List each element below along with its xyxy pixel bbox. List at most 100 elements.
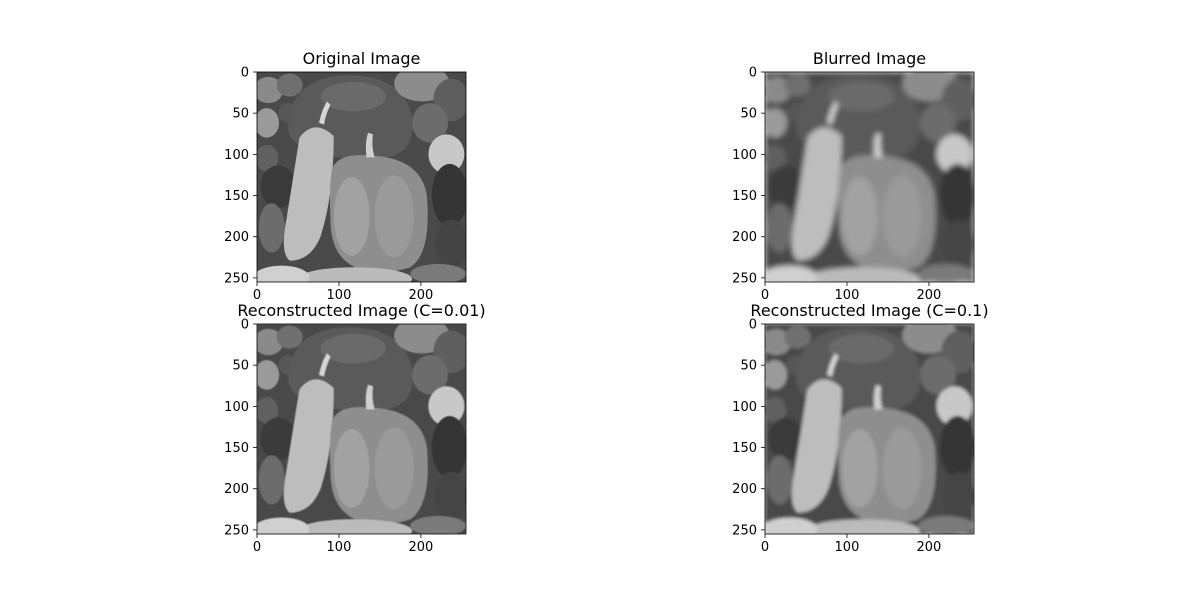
- scene-shape: [333, 177, 370, 256]
- x-tick-label: 0: [761, 288, 769, 303]
- scene-shape: [936, 134, 973, 174]
- y-tick-label: 250: [732, 271, 757, 286]
- scene-shape: [936, 386, 973, 426]
- scene-shape: [333, 429, 370, 508]
- scene-shape: [765, 145, 787, 172]
- scene-shape: [257, 265, 310, 282]
- scene-shape: [320, 333, 386, 364]
- y-tick-label: 50: [740, 359, 757, 374]
- y-tick-label: 200: [732, 482, 757, 497]
- scene-shape: [765, 265, 818, 282]
- scene-shape: [257, 397, 279, 424]
- x-tick-label: 200: [409, 288, 434, 303]
- scene-shape: [791, 127, 842, 261]
- scene-shape: [276, 325, 303, 349]
- scene-shape: [784, 73, 811, 97]
- scene-shape: [257, 108, 280, 138]
- scene-shape: [257, 328, 284, 356]
- y-tick-label: 250: [224, 271, 249, 286]
- scene-shape: [942, 219, 974, 269]
- scene-shape: [260, 165, 297, 209]
- y-tick-label: 250: [224, 523, 249, 538]
- image-panel-1: [257, 72, 466, 282]
- scene-shape: [257, 517, 310, 534]
- scene-shape: [765, 108, 788, 138]
- scene-shape: [365, 384, 375, 410]
- scene-shape: [283, 127, 334, 261]
- image-panel-4: [765, 324, 974, 534]
- x-tick-label: 100: [327, 288, 352, 303]
- scene-shape: [434, 471, 466, 521]
- scene-shape: [768, 165, 805, 209]
- axes-frame: [256, 323, 467, 535]
- y-tick-label: 50: [232, 107, 249, 122]
- scene-shape: [768, 417, 805, 461]
- panel-title: Blurred Image: [813, 49, 926, 68]
- scene-shape: [257, 76, 284, 104]
- panel-title: Reconstructed Image (C=0.1): [750, 301, 988, 320]
- scene-shape: [805, 519, 921, 534]
- scene-shape: [258, 455, 285, 505]
- scene-shape: [920, 355, 957, 395]
- y-tick-label: 0: [241, 318, 249, 333]
- scene-shape: [257, 360, 280, 390]
- scene-shape: [765, 76, 792, 104]
- scene-shape: [827, 101, 839, 125]
- scene-shape: [765, 328, 792, 356]
- scene-shape: [365, 132, 375, 158]
- panel-title: Original Image: [303, 49, 421, 68]
- scene-shape: [765, 517, 818, 534]
- scene-shape: [805, 267, 921, 282]
- scene-shape: [873, 132, 883, 158]
- y-tick-label: 0: [241, 66, 249, 81]
- scene-shape: [828, 333, 894, 364]
- scene-shape: [428, 134, 465, 174]
- image-panel-2: [765, 72, 974, 282]
- scene-shape: [434, 219, 466, 269]
- scene-shape: [841, 177, 878, 256]
- y-tick-label: 200: [224, 230, 249, 245]
- scene-shape: [297, 519, 413, 534]
- x-tick-label: 100: [835, 288, 860, 303]
- scene-shape: [827, 353, 839, 377]
- scene-shape: [873, 384, 883, 410]
- scene-shape: [410, 515, 466, 534]
- image-content: [257, 324, 466, 534]
- x-tick-label: 0: [253, 540, 261, 555]
- x-tick-label: 100: [327, 540, 352, 555]
- axes-frame: [764, 323, 975, 535]
- scene-shape: [319, 101, 331, 125]
- x-tick-label: 0: [761, 540, 769, 555]
- y-tick-label: 100: [224, 400, 249, 415]
- scene-shape: [431, 163, 466, 227]
- y-tick-label: 150: [732, 189, 757, 204]
- panel-title: Reconstructed Image (C=0.01): [237, 301, 485, 320]
- y-tick-label: 0: [749, 66, 757, 81]
- y-tick-label: 150: [732, 441, 757, 456]
- x-tick-label: 200: [917, 540, 942, 555]
- axes-frame: [256, 71, 467, 283]
- scene-shape: [766, 455, 793, 505]
- scene-shape: [412, 355, 449, 395]
- y-tick-label: 250: [732, 523, 757, 538]
- scene-shape: [412, 103, 449, 143]
- scene-shape: [320, 81, 386, 112]
- image-content: [765, 72, 974, 282]
- image-content: [765, 324, 974, 534]
- x-tick-label: 200: [409, 540, 434, 555]
- y-tick-label: 200: [224, 482, 249, 497]
- scene-shape: [283, 379, 334, 513]
- scene-shape: [791, 379, 842, 513]
- scene-shape: [918, 515, 974, 534]
- y-tick-label: 200: [732, 230, 757, 245]
- scene-shape: [828, 81, 894, 112]
- scene-shape: [431, 415, 466, 479]
- scene-shape: [765, 360, 788, 390]
- y-tick-label: 150: [224, 189, 249, 204]
- y-tick-label: 50: [740, 107, 757, 122]
- image-content: [257, 72, 466, 282]
- scene-shape: [939, 415, 974, 479]
- y-tick-label: 150: [224, 441, 249, 456]
- y-tick-label: 100: [732, 400, 757, 415]
- scene-shape: [942, 471, 974, 521]
